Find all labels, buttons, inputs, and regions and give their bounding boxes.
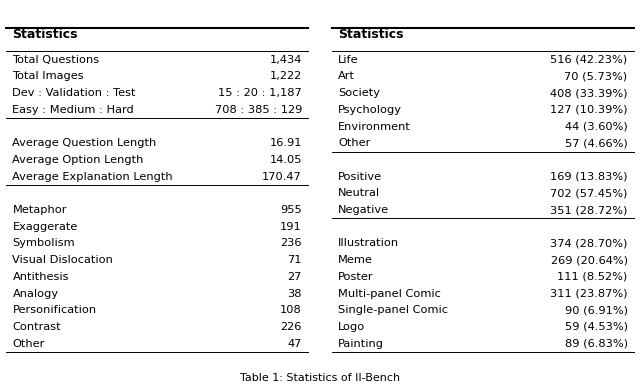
- Text: Average Option Length: Average Option Length: [12, 155, 144, 165]
- Text: 111 (8.52%): 111 (8.52%): [557, 272, 628, 282]
- Text: 90 (6.91%): 90 (6.91%): [564, 305, 628, 315]
- Text: 27: 27: [287, 272, 302, 282]
- Text: Psychology: Psychology: [338, 105, 402, 115]
- Text: 955: 955: [280, 205, 302, 215]
- Text: 236: 236: [280, 238, 302, 248]
- Text: 14.05: 14.05: [269, 155, 302, 165]
- Text: Positive: Positive: [338, 171, 382, 182]
- Text: 170.47: 170.47: [262, 171, 302, 182]
- Text: 108: 108: [280, 305, 302, 315]
- Text: Other: Other: [338, 138, 371, 148]
- Text: Painting: Painting: [338, 339, 384, 349]
- Text: 1,222: 1,222: [269, 71, 302, 81]
- Text: Symbolism: Symbolism: [12, 238, 75, 248]
- Text: Illustration: Illustration: [338, 238, 399, 248]
- Text: Contrast: Contrast: [12, 322, 61, 332]
- Text: 70 (5.73%): 70 (5.73%): [564, 71, 628, 81]
- Text: Visual Dislocation: Visual Dislocation: [12, 255, 113, 265]
- Text: 15 : 20 : 1,187: 15 : 20 : 1,187: [218, 88, 302, 98]
- Text: 47: 47: [287, 339, 302, 349]
- Text: Statistics: Statistics: [12, 28, 78, 41]
- Text: Poster: Poster: [338, 272, 374, 282]
- Text: Analogy: Analogy: [12, 289, 58, 298]
- Text: 374 (28.70%): 374 (28.70%): [550, 238, 628, 248]
- Text: Antithesis: Antithesis: [12, 272, 69, 282]
- Text: 516 (42.23%): 516 (42.23%): [550, 55, 628, 65]
- Text: 702 (57.45%): 702 (57.45%): [550, 188, 628, 198]
- Text: Single-panel Comic: Single-panel Comic: [338, 305, 448, 315]
- Text: 44 (3.60%): 44 (3.60%): [565, 122, 628, 132]
- Text: Average Question Length: Average Question Length: [12, 138, 157, 148]
- Text: Total Images: Total Images: [12, 71, 84, 81]
- Text: Easy : Medium : Hard: Easy : Medium : Hard: [12, 105, 134, 115]
- Text: 71: 71: [287, 255, 302, 265]
- Text: 269 (20.64%): 269 (20.64%): [550, 255, 628, 265]
- Text: Meme: Meme: [338, 255, 373, 265]
- Text: 191: 191: [280, 222, 302, 232]
- Text: 169 (13.83%): 169 (13.83%): [550, 171, 628, 182]
- Text: Environment: Environment: [338, 122, 411, 132]
- Text: Personification: Personification: [12, 305, 97, 315]
- Text: Multi-panel Comic: Multi-panel Comic: [338, 289, 441, 298]
- Text: Logo: Logo: [338, 322, 365, 332]
- Text: Average Explanation Length: Average Explanation Length: [12, 171, 173, 182]
- Text: Negative: Negative: [338, 205, 389, 215]
- Text: 708 : 385 : 129: 708 : 385 : 129: [214, 105, 302, 115]
- Text: Dev : Validation : Test: Dev : Validation : Test: [12, 88, 136, 98]
- Text: 57 (4.66%): 57 (4.66%): [565, 138, 628, 148]
- Text: 59 (4.53%): 59 (4.53%): [564, 322, 628, 332]
- Text: Table 1: Statistics of II-Bench: Table 1: Statistics of II-Bench: [240, 373, 400, 383]
- Text: Society: Society: [338, 88, 380, 98]
- Text: 408 (33.39%): 408 (33.39%): [550, 88, 628, 98]
- Text: Life: Life: [338, 55, 358, 65]
- Text: 16.91: 16.91: [269, 138, 302, 148]
- Text: 127 (10.39%): 127 (10.39%): [550, 105, 628, 115]
- Text: Other: Other: [12, 339, 45, 349]
- Text: Metaphor: Metaphor: [12, 205, 67, 215]
- Text: Total Questions: Total Questions: [12, 55, 100, 65]
- Text: 311 (23.87%): 311 (23.87%): [550, 289, 628, 298]
- Text: 38: 38: [287, 289, 302, 298]
- Text: 226: 226: [280, 322, 302, 332]
- Text: Neutral: Neutral: [338, 188, 380, 198]
- Text: 1,434: 1,434: [269, 55, 302, 65]
- Text: Art: Art: [338, 71, 355, 81]
- Text: Statistics: Statistics: [338, 28, 404, 41]
- Text: 351 (28.72%): 351 (28.72%): [550, 205, 628, 215]
- Text: 89 (6.83%): 89 (6.83%): [564, 339, 628, 349]
- Text: Exaggerate: Exaggerate: [12, 222, 78, 232]
